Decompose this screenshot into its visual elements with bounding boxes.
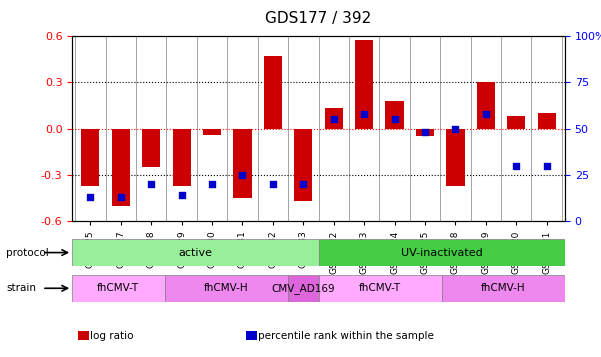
Point	[207, 181, 217, 187]
FancyBboxPatch shape	[72, 239, 319, 266]
Point	[268, 181, 278, 187]
Bar	[203, 129, 221, 135]
Text: UV-inactivated: UV-inactivated	[401, 247, 483, 258]
Bar	[172, 129, 191, 186]
Point	[329, 116, 338, 122]
Point	[116, 194, 126, 200]
FancyBboxPatch shape	[72, 275, 165, 302]
Bar	[447, 129, 465, 186]
Text: protocol: protocol	[6, 247, 49, 258]
Text: fhCMV-T: fhCMV-T	[359, 283, 401, 293]
FancyBboxPatch shape	[288, 275, 319, 302]
Point	[390, 116, 400, 122]
Point	[177, 192, 186, 198]
Bar	[385, 101, 404, 129]
Bar	[477, 82, 495, 129]
Text: CMV_AD169: CMV_AD169	[271, 283, 335, 294]
Point	[451, 126, 460, 131]
Text: fhCMV-H: fhCMV-H	[481, 283, 526, 293]
Point	[85, 194, 95, 200]
Text: strain: strain	[6, 283, 36, 293]
Text: fhCMV-T: fhCMV-T	[97, 283, 139, 293]
Bar	[355, 40, 373, 129]
Point	[359, 111, 369, 116]
Point	[420, 129, 430, 135]
Text: percentile rank within the sample: percentile rank within the sample	[258, 331, 435, 341]
Bar	[264, 56, 282, 129]
Bar	[142, 129, 160, 167]
Text: fhCMV-H: fhCMV-H	[204, 283, 248, 293]
Point	[511, 163, 521, 169]
Point	[147, 181, 156, 187]
Bar	[507, 116, 525, 129]
FancyBboxPatch shape	[319, 275, 442, 302]
Bar	[537, 113, 556, 129]
FancyBboxPatch shape	[442, 275, 565, 302]
Point	[299, 181, 308, 187]
Bar	[325, 109, 343, 129]
Bar	[294, 129, 313, 201]
Point	[237, 172, 247, 178]
Bar	[112, 129, 130, 206]
Text: active: active	[178, 247, 212, 258]
Text: log ratio: log ratio	[90, 331, 133, 341]
Bar	[81, 129, 100, 186]
Point	[481, 111, 490, 116]
Bar	[233, 129, 252, 198]
Bar	[416, 129, 434, 136]
FancyBboxPatch shape	[319, 239, 565, 266]
Point	[542, 163, 552, 169]
Text: GDS177 / 392: GDS177 / 392	[266, 11, 371, 26]
FancyBboxPatch shape	[165, 275, 288, 302]
